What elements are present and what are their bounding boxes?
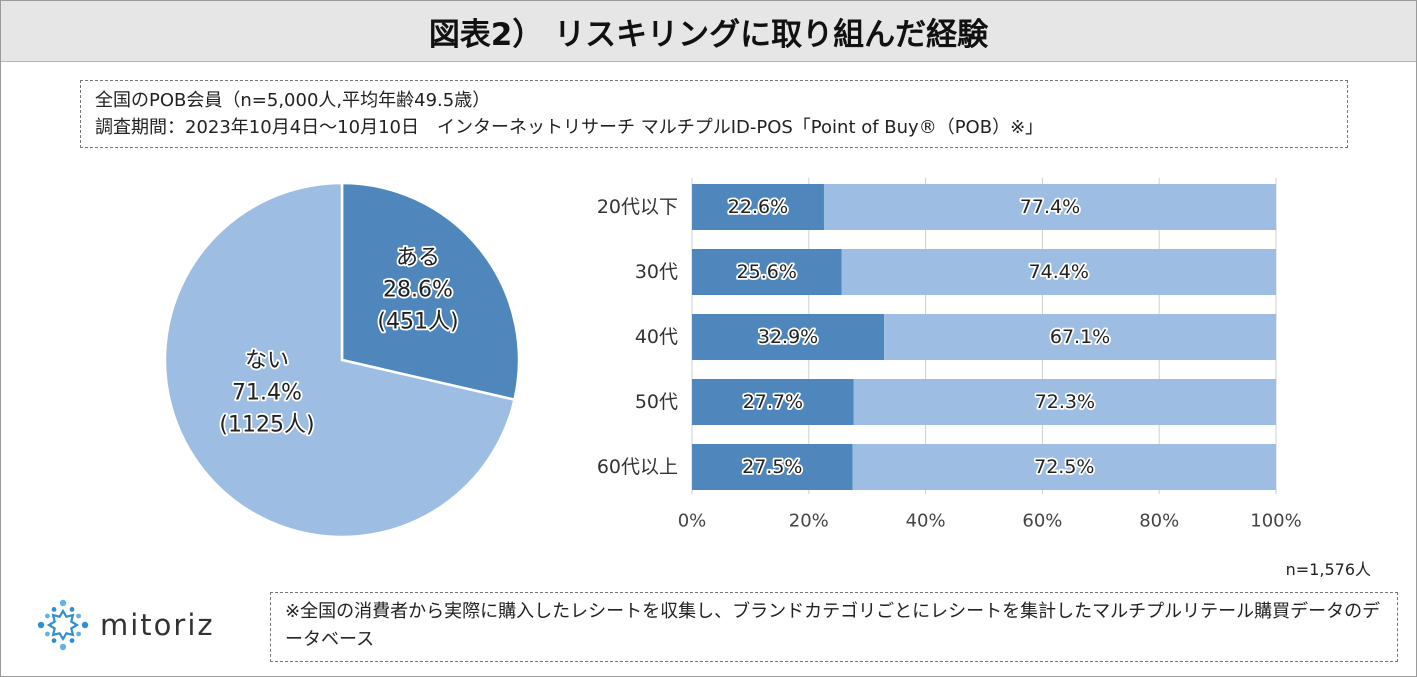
y-category-label: 60代以上 [597,456,678,478]
x-tick-label: 40% [906,511,946,532]
logo-dot [69,638,75,643]
pie-label-name: ない [245,349,289,374]
logo-dot [76,631,81,637]
logo-dot [45,613,50,619]
survey-info-line-1: 全国のPOB会員（n=5,000人,平均年齢49.5歳） [95,90,491,111]
logo-dot [45,631,50,637]
bar-segment-no [823,184,1276,230]
bar-segment-yes [692,249,842,295]
bar-segment-no [853,379,1276,425]
logo-dot [81,621,89,629]
bar-data-label: 27.5% [742,456,802,478]
pie-slice-yes [340,181,521,402]
x-tick-label: 80% [1139,511,1179,532]
sun-burst-logo-icon [37,599,89,651]
pie-slice-no [163,181,516,539]
logo-dot [51,607,57,612]
bar-data-label: 67.1% [1050,326,1110,348]
figure-title-text: 図表2） リスキリングに取り組んだ経験 [428,16,989,53]
footnote-box: ※全国の消費者から実際に購入したレシートを収集し、ブランドカテゴリごとにレシート… [270,592,1398,662]
pie-label-count: (451人) [377,310,458,335]
bar-data-label: 32.9% [758,326,818,348]
bar-segment-yes [692,184,824,230]
logo-dot [69,607,75,612]
pie-label-count: (1125人) [219,413,314,438]
bar-segment-yes [692,314,885,360]
logo-text: mitoriz [100,608,215,642]
bar-segment-yes [692,379,854,425]
y-category-label: 50代 [635,391,678,413]
survey-info-box: 全国のPOB会員（n=5,000人,平均年齢49.5歳） 調査期間：2023年1… [80,80,1348,148]
bar-data-label: 27.7% [743,391,803,413]
bar-segment-no [884,314,1276,360]
logo-dot [51,638,57,643]
bar-data-label: 72.5% [1034,456,1094,478]
x-tick-label: 0% [678,511,707,532]
logo-dot [37,621,45,629]
footnote-text: ※全国の消費者から実際に購入したレシートを収集し、ブランドカテゴリごとにレシート… [285,601,1381,650]
bar-data-label: 74.4% [1029,261,1089,283]
logo-dot [76,613,81,619]
bar-data-label: 77.4% [1020,196,1080,218]
bar-data-label: 25.6% [737,261,797,283]
pie-label-percent: 28.6% [383,278,453,303]
y-category-label: 40代 [635,326,678,348]
pie-label-name: ある [396,246,440,271]
logo-dot [59,643,67,651]
bar-data-label: 22.6% [728,196,788,218]
bar-segment-no [852,444,1276,490]
mitoriz-logo: mitoriz [36,598,215,652]
x-tick-label: 100% [1250,511,1301,532]
bar-segment-yes [692,444,853,490]
x-tick-label: 60% [1022,511,1062,532]
sample-size-label: n=1,576人 [1285,560,1371,579]
x-tick-label: 20% [789,511,829,532]
figure-title: 図表2） リスキリングに取り組んだ経験 [1,1,1416,62]
bar-data-label: 72.3% [1035,391,1095,413]
y-category-label: 20代以下 [597,196,678,218]
pie-label-percent: 71.4% [232,381,302,406]
y-category-label: 30代 [635,261,678,283]
logo-dot [59,599,67,607]
survey-info-line-2: 調査期間：2023年10月4日～10月10日 インターネットリサーチ マルチプル… [95,117,1044,138]
logo-star-outline [46,608,80,642]
bar-segment-no [841,249,1276,295]
